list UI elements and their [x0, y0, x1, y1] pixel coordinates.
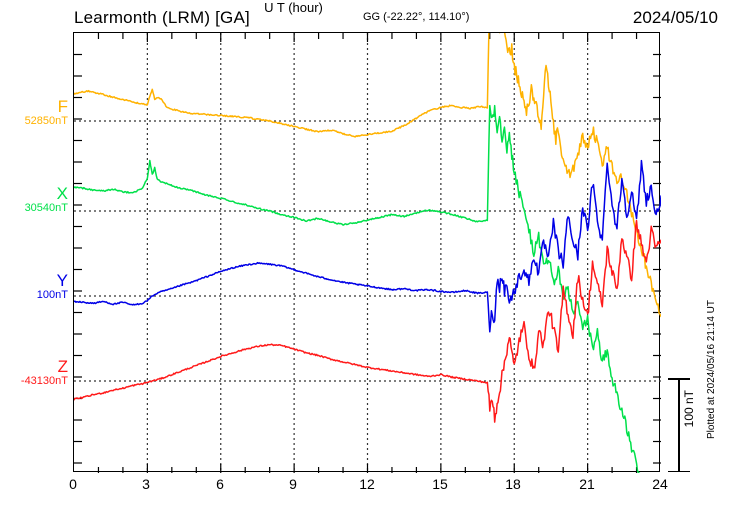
- component-name-y: Y: [56, 271, 68, 290]
- x-tick-15: 15: [432, 476, 448, 492]
- geographic-coordinates: GG (-22.22°, 114.10°): [363, 11, 470, 23]
- component-name-z: Z: [57, 357, 68, 376]
- component-baseline-z: -43130nT: [20, 375, 68, 387]
- scale-bar-label: 100 nT: [682, 390, 696, 428]
- page-title: Learmonth (LRM) [GA]: [74, 8, 250, 27]
- magnetogram-svg: [74, 33, 661, 473]
- scale-bar-cap-bottom: [668, 470, 690, 472]
- x-tick-6: 6: [216, 476, 224, 492]
- scale-bar: [668, 378, 690, 472]
- x-tick-3: 3: [142, 476, 150, 492]
- x-axis-title: U T (hour): [264, 0, 323, 15]
- scale-bar-line: [678, 378, 680, 472]
- data-traces: [74, 33, 661, 473]
- plotted-at-text: Plotted at 2024/05/16 21:14 UT: [706, 300, 717, 439]
- gridlines: [74, 33, 661, 473]
- component-label-y: Y 100nT: [2, 272, 68, 302]
- observation-date: 2024/05/10: [632, 8, 718, 27]
- x-tick-18: 18: [505, 476, 521, 492]
- component-name-f: F: [57, 97, 68, 116]
- component-label-f: F 52850nT: [2, 98, 68, 128]
- x-tick-12: 12: [359, 476, 375, 492]
- chart-plot-area: [73, 32, 661, 473]
- x-tick-21: 21: [579, 476, 595, 492]
- component-baseline-x: 30540nT: [24, 202, 68, 214]
- x-tick-0: 0: [69, 476, 77, 492]
- component-baseline-y: 100nT: [36, 289, 68, 301]
- component-baseline-f: 52850nT: [24, 115, 68, 127]
- scale-bar-cap-top: [668, 378, 690, 380]
- x-tick-9: 9: [289, 476, 297, 492]
- x-tick-24: 24: [652, 476, 668, 492]
- component-label-x: X 30540nT: [2, 185, 68, 215]
- component-label-z: Z -43130nT: [2, 358, 68, 388]
- component-name-x: X: [56, 184, 68, 203]
